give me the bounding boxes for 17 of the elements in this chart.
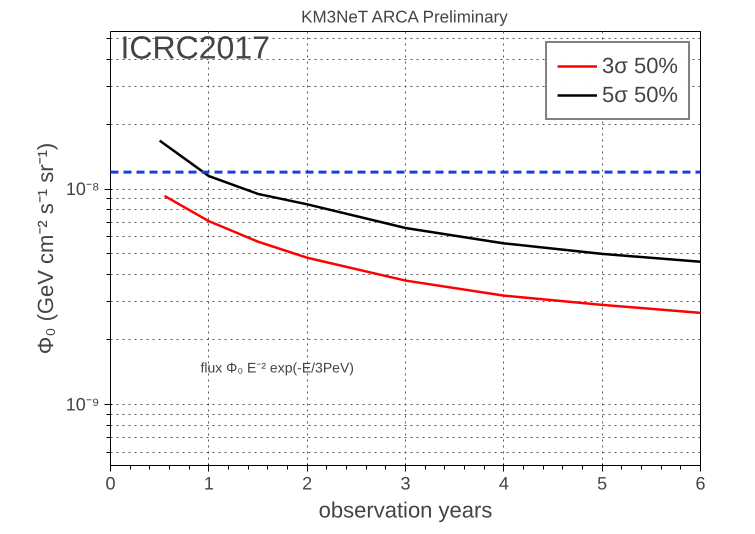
x-tick-label: 1: [204, 474, 214, 494]
annotation: ICRC2017: [120, 30, 270, 66]
x-tick-label: 6: [695, 474, 706, 494]
legend-label: 5σ 50%: [602, 82, 678, 108]
x-tick-label: 0: [105, 474, 116, 494]
annotation: flux Φ₀ E⁻² exp(-E/3PeV): [200, 360, 354, 376]
y-tick-label: 10⁻⁸: [66, 179, 100, 200]
line-series: [163, 194, 700, 314]
x-tick-label: 2: [302, 474, 312, 494]
legend-label: 3σ 50%: [602, 53, 678, 79]
x-tick-label: 3: [400, 474, 411, 494]
x-tick-label: 4: [498, 474, 509, 494]
y-axis-title: Φ₀ (GeV cm⁻² s⁻¹ sr⁻¹): [32, 142, 58, 354]
x-tick-label: 5: [597, 474, 608, 494]
y-tick-label: 10⁻⁹: [66, 394, 100, 414]
x-axis-title: observation years: [318, 498, 492, 522]
chart-title: KM3NeT ARCA Preliminary: [301, 8, 508, 26]
